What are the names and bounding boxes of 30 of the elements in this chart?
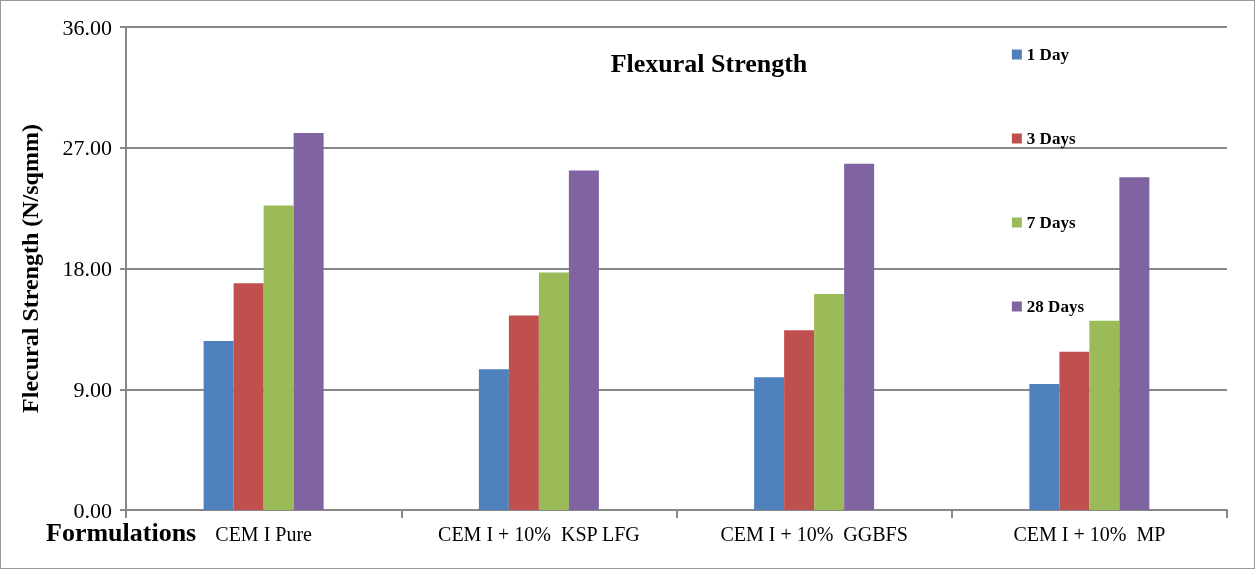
y-tick-label: 9.00 <box>73 376 112 402</box>
x-tick-label: CEM I + 10% GGBFS <box>720 523 908 545</box>
bar <box>233 283 264 510</box>
bar <box>293 132 324 510</box>
x-tick-label: CEM I + 10% KSP LFG <box>438 523 640 545</box>
bar <box>1119 177 1150 510</box>
bar <box>538 272 569 510</box>
bar <box>1059 351 1090 510</box>
bar <box>844 163 875 510</box>
legend-label: 3 Days <box>1026 129 1076 148</box>
bar <box>1089 320 1120 510</box>
y-tick-label: 27.00 <box>62 135 112 161</box>
bar <box>203 340 234 510</box>
legend-label: 1 Day <box>1026 45 1070 64</box>
legend-label: 28 Days <box>1026 297 1085 316</box>
y-axis-title: Flecural Strength (N/sqmm) <box>17 124 43 413</box>
bar <box>784 330 815 510</box>
bar <box>508 315 539 510</box>
y-tick-label: 36.00 <box>62 14 112 40</box>
bar <box>568 170 599 510</box>
bar <box>814 293 845 510</box>
bar <box>478 369 509 510</box>
legend-label: 7 Days <box>1026 213 1076 232</box>
y-tick-label: 18.00 <box>62 256 112 281</box>
bar <box>754 377 785 510</box>
bar <box>263 205 294 510</box>
x-tick-label: CEM I Pure <box>215 523 313 545</box>
bar <box>1029 383 1060 510</box>
x-tick-label: CEM I + 10% MP <box>1013 523 1166 545</box>
text: Flexural Strength <box>610 48 808 78</box>
